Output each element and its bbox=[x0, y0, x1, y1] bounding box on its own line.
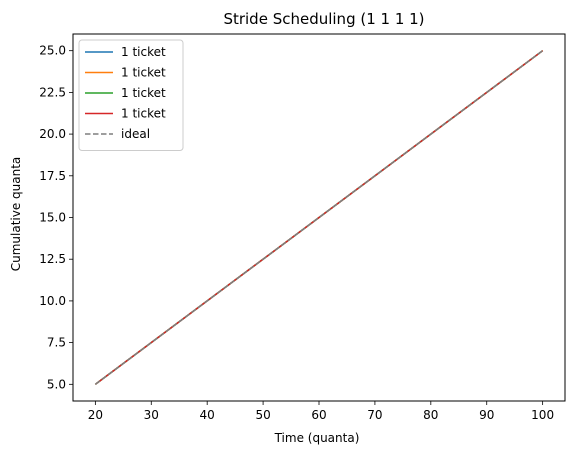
y-tick-label: 25.0 bbox=[39, 44, 66, 58]
x-tick-label: 40 bbox=[200, 408, 215, 422]
y-tick-label: 7.5 bbox=[47, 336, 66, 350]
chart-title: Stride Scheduling (1 1 1 1) bbox=[223, 10, 424, 28]
y-tick-label: 5.0 bbox=[47, 377, 66, 391]
x-tick-label: 50 bbox=[255, 408, 270, 422]
legend-label-2: 1 ticket bbox=[121, 66, 166, 80]
legend-label-5: ideal bbox=[121, 127, 150, 141]
x-tick-label: 90 bbox=[479, 408, 494, 422]
y-axis-ticks: 5.0 7.5 10.0 12.5 15.0 17.5 20.0 22.5 25.0 bbox=[39, 44, 73, 391]
legend-label-1: 1 ticket bbox=[121, 45, 166, 59]
legend-label-4: 1 ticket bbox=[121, 107, 166, 121]
x-tick-label: 70 bbox=[367, 408, 382, 422]
series-line-5 bbox=[94, 50, 544, 385]
y-tick-label: 22.5 bbox=[39, 85, 66, 99]
y-tick-label: 15.0 bbox=[39, 211, 66, 225]
x-tick-label: 100 bbox=[531, 408, 554, 422]
x-axis-label: Time (quanta) bbox=[274, 431, 360, 445]
x-tick-label: 30 bbox=[144, 408, 159, 422]
y-tick-label: 20.0 bbox=[39, 127, 66, 141]
y-tick-label: 12.5 bbox=[39, 252, 66, 266]
x-tick-label: 20 bbox=[88, 408, 103, 422]
legend-box bbox=[78, 39, 184, 151]
y-axis-label: Cumulative quanta bbox=[9, 157, 23, 272]
x-tick-label: 80 bbox=[423, 408, 438, 422]
legend-label-3: 1 ticket bbox=[121, 86, 166, 100]
legend: 1 ticket 1 ticket 1 ticket 1 ticket ideal bbox=[78, 39, 184, 151]
x-tick-label: 60 bbox=[311, 408, 326, 422]
y-tick-label: 17.5 bbox=[39, 169, 66, 183]
series-layer bbox=[94, 50, 544, 385]
x-axis-ticks: 20 30 40 50 60 70 80 90 100 bbox=[88, 401, 554, 422]
y-tick-label: 10.0 bbox=[39, 294, 66, 308]
